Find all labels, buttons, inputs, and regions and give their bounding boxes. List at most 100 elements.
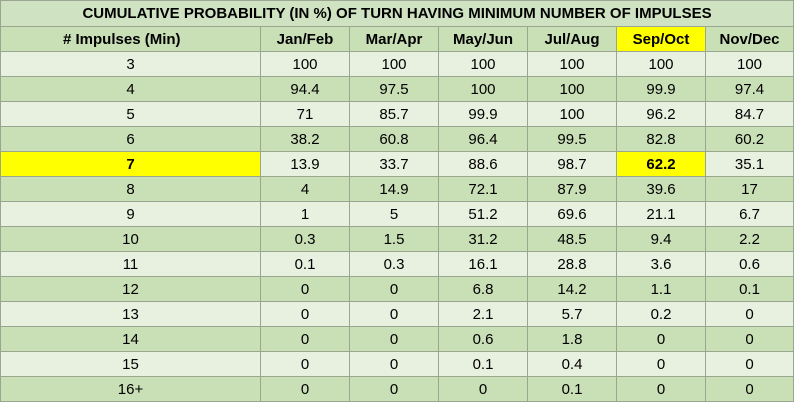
table-cell: 99.9: [616, 76, 706, 102]
table-title: CUMULATIVE PROBABILITY (IN %) OF TURN HA…: [0, 0, 795, 27]
table-cell: 0.1: [260, 251, 350, 277]
column-header-sep-oct: Sep/Oct: [616, 26, 706, 52]
table-cell: 0: [349, 301, 439, 327]
column-header-nov-dec: Nov/Dec: [704, 26, 795, 52]
table-row: 11 0.1 0.3 16.1 28.8 3.6 0.6: [0, 251, 795, 277]
table-row: 16+ 0 0 0 0.1 0 0: [0, 376, 795, 402]
table-cell: 99.9: [438, 101, 528, 127]
table-cell: 71: [260, 101, 350, 127]
table-cell: 97.5: [349, 76, 439, 102]
table-cell: 100: [527, 76, 617, 102]
table-cell: 0.6: [438, 326, 528, 352]
table-cell: 33.7: [349, 151, 439, 177]
table-cell: 28.8: [527, 251, 617, 277]
table-cell: 1: [260, 201, 350, 227]
table-row: 10 0.3 1.5 31.2 48.5 9.4 2.2: [0, 226, 795, 252]
table-cell: 17: [704, 176, 795, 202]
table-cell: 0.3: [260, 226, 350, 252]
table-cell: 6.8: [438, 276, 528, 302]
table-cell: 100: [527, 51, 617, 77]
table-cell: 1.1: [616, 276, 706, 302]
row-label: 3: [0, 51, 261, 77]
table-cell: 14.9: [349, 176, 439, 202]
table-cell: 100: [260, 51, 350, 77]
table-cell: 35.1: [704, 151, 795, 177]
table-row: 9 1 5 51.2 69.6 21.1 6.7: [0, 201, 795, 227]
row-label: 10: [0, 226, 261, 252]
table-cell: 0.1: [438, 351, 528, 377]
table-cell: 4: [260, 176, 350, 202]
row-label: 14: [0, 326, 261, 352]
table-cell: 0: [260, 301, 350, 327]
table-cell: 0: [349, 326, 439, 352]
row-label: 16+: [0, 376, 261, 402]
table-cell: 0: [704, 351, 795, 377]
table-cell: 96.2: [616, 101, 706, 127]
table-cell: 0.6: [704, 251, 795, 277]
row-label: 11: [0, 251, 261, 277]
table-cell: 98.7: [527, 151, 617, 177]
table-row: 3 100 100 100 100 100 100: [0, 51, 795, 77]
row-label: 9: [0, 201, 261, 227]
table-cell: 100: [616, 51, 706, 77]
table-cell: 0: [704, 301, 795, 327]
table-row: 12 0 0 6.8 14.2 1.1 0.1: [0, 276, 795, 302]
table-cell: 96.4: [438, 126, 528, 152]
table-cell: 0: [260, 326, 350, 352]
table-cell: 0: [260, 376, 350, 402]
table-cell: 99.5: [527, 126, 617, 152]
table-cell: 2.2: [704, 226, 795, 252]
table-row: 8 4 14.9 72.1 87.9 39.6 17: [0, 176, 795, 202]
table-cell: 97.4: [704, 76, 795, 102]
table-cell: 1.8: [527, 326, 617, 352]
table-cell: 100: [438, 51, 528, 77]
table-cell: 0.1: [527, 376, 617, 402]
table-cell: 62.2: [616, 151, 706, 177]
title-row: CUMULATIVE PROBABILITY (IN %) OF TURN HA…: [0, 0, 795, 27]
row-label: 6: [0, 126, 261, 152]
table-cell: 0.4: [527, 351, 617, 377]
table-cell: 51.2: [438, 201, 528, 227]
row-label: 7: [0, 151, 261, 177]
row-label: 15: [0, 351, 261, 377]
table-cell: 0: [616, 351, 706, 377]
header-row: # Impulses (Min) Jan/Feb Mar/Apr May/Jun…: [0, 26, 795, 52]
table-cell: 0: [349, 376, 439, 402]
table-cell: 100: [704, 51, 795, 77]
table-cell: 84.7: [704, 101, 795, 127]
table-cell: 0: [260, 351, 350, 377]
column-header-jan-feb: Jan/Feb: [260, 26, 350, 52]
table-cell: 85.7: [349, 101, 439, 127]
table-cell: 69.6: [527, 201, 617, 227]
table-cell: 60.2: [704, 126, 795, 152]
table-cell: 5.7: [527, 301, 617, 327]
table-cell: 0: [616, 376, 706, 402]
row-label: 4: [0, 76, 261, 102]
table-cell: 2.1: [438, 301, 528, 327]
table-cell: 82.8: [616, 126, 706, 152]
table-cell: 13.9: [260, 151, 350, 177]
column-header-impulses: # Impulses (Min): [0, 26, 261, 52]
table-cell: 21.1: [616, 201, 706, 227]
table-cell: 6.7: [704, 201, 795, 227]
table-cell: 100: [527, 101, 617, 127]
table-cell: 0: [704, 376, 795, 402]
table-row: 6 38.2 60.8 96.4 99.5 82.8 60.2: [0, 126, 795, 152]
table-cell: 0: [260, 276, 350, 302]
table-cell: 39.6: [616, 176, 706, 202]
table-cell: 100: [438, 76, 528, 102]
table-cell: 38.2: [260, 126, 350, 152]
table-cell: 60.8: [349, 126, 439, 152]
table-cell: 0.3: [349, 251, 439, 277]
table-cell: 0: [349, 351, 439, 377]
table-cell: 0: [616, 326, 706, 352]
table-cell: 31.2: [438, 226, 528, 252]
table-cell: 5: [349, 201, 439, 227]
column-header-jul-aug: Jul/Aug: [527, 26, 617, 52]
table-row: 15 0 0 0.1 0.4 0 0: [0, 351, 795, 377]
table-cell: 0: [438, 376, 528, 402]
table-cell: 0: [349, 276, 439, 302]
table-cell: 9.4: [616, 226, 706, 252]
table-row: 13 0 0 2.1 5.7 0.2 0: [0, 301, 795, 327]
